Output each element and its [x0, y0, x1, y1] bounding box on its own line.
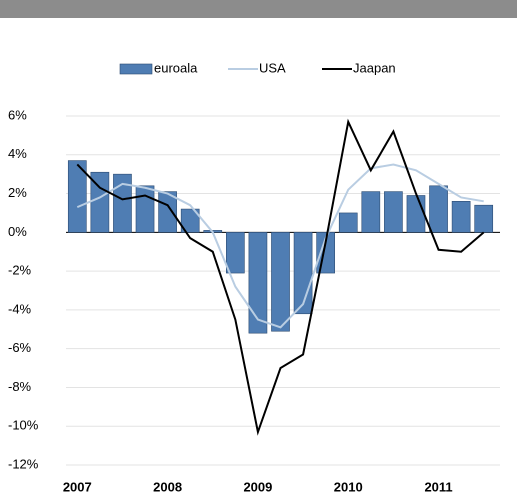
legend-swatch: [119, 63, 153, 75]
bar: [180, 208, 200, 233]
bar: [384, 191, 403, 233]
y-tick-label: -12%: [8, 456, 39, 471]
y-tick-label: -2%: [8, 263, 32, 278]
bar: [451, 201, 471, 233]
bar: [67, 160, 87, 233]
y-tick-label: 2%: [8, 185, 27, 200]
y-tick-label: 6%: [8, 107, 27, 122]
legend-label: euroala: [154, 60, 198, 75]
y-tick-label: 4%: [8, 146, 27, 161]
header-bar: [0, 0, 517, 18]
x-tick-label: 2007: [63, 479, 92, 494]
line-series: [76, 163, 484, 329]
bar: [226, 232, 245, 274]
y-tick-label: -8%: [8, 379, 32, 394]
line-series: [76, 118, 485, 436]
bar: [158, 191, 177, 233]
x-tick-label: 2010: [334, 479, 363, 494]
y-tick-label: 0%: [8, 224, 27, 239]
x-tick-label: 2011: [424, 479, 452, 494]
bar: [135, 185, 155, 233]
bar: [338, 212, 358, 233]
bar: [474, 204, 494, 233]
y-tick-label: -10%: [8, 418, 39, 433]
bar: [271, 232, 290, 332]
y-tick-label: -6%: [8, 340, 32, 355]
legend-label: Jaapan: [353, 60, 396, 75]
x-tick-label: 2009: [243, 479, 272, 494]
bar: [248, 232, 268, 334]
legend-label: USA: [259, 60, 286, 75]
bar: [406, 195, 426, 233]
bar: [429, 185, 448, 233]
x-tick-label: 2008: [153, 479, 182, 494]
bar: [113, 173, 132, 233]
y-tick-label: -4%: [8, 301, 32, 316]
bar: [361, 191, 381, 233]
